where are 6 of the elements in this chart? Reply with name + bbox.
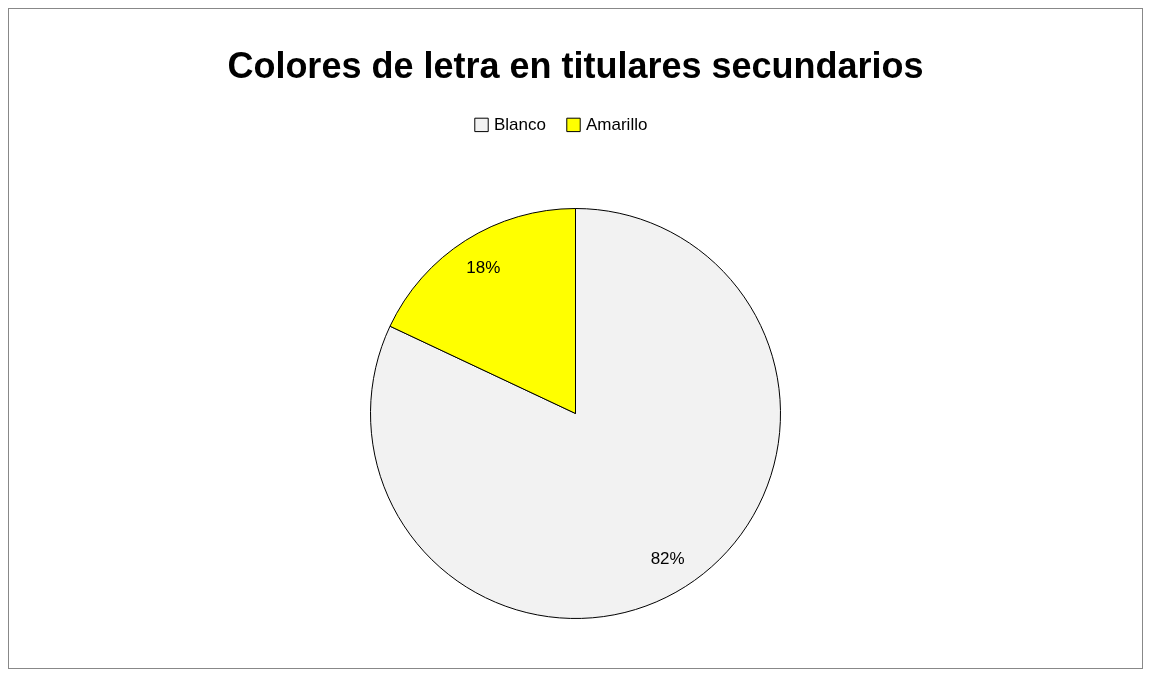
legend-label: Blanco — [494, 114, 546, 134]
legend-label: Amarillo — [586, 114, 648, 134]
data-label: 18% — [466, 258, 501, 278]
chart-title: Colores de letra en titulares secundarios — [227, 45, 924, 86]
data-label: 82% — [650, 548, 685, 568]
pie-slice — [370, 208, 781, 619]
